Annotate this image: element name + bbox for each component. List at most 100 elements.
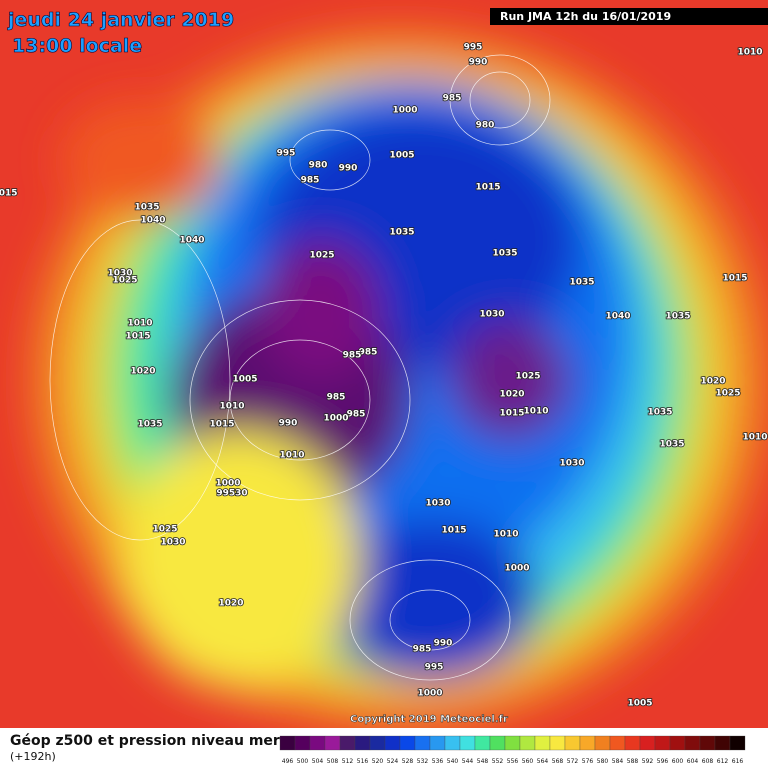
isobar-label: 1020 (499, 390, 524, 400)
colorbar-label: 576 (582, 758, 594, 765)
colorbar-swatch (324, 735, 341, 751)
colorbar-label: 584 (612, 758, 624, 765)
isobar-label: 990 (434, 639, 453, 649)
colorbar-label: 504 (312, 758, 324, 765)
isobar-label: 1010 (219, 402, 244, 412)
colorbar-label: 520 (372, 758, 384, 765)
isobar-label: 985 (343, 351, 362, 361)
isobar-label: 985 (301, 176, 320, 186)
colorbar-label: 616 (732, 758, 744, 765)
colorbar-swatch (414, 735, 431, 751)
isobar-label: 1025 (309, 251, 334, 261)
colorbar-swatch (594, 735, 611, 751)
isobar-label: 1015 (722, 274, 747, 284)
colorbar-label: 560 (522, 758, 534, 765)
isobar-label: 1025 (715, 389, 740, 399)
colorbar-label: 528 (402, 758, 414, 765)
isobar-label: 995 (464, 43, 483, 53)
isobar-label: 1035 (647, 408, 672, 418)
isobar-label: 1025 (152, 525, 177, 535)
colorbar-swatch (369, 735, 386, 751)
isobar-label: 1035 (137, 420, 162, 430)
colorbar-swatch (624, 735, 641, 751)
isobar-label: 1025 (112, 276, 137, 286)
colorbar-swatch (549, 735, 566, 751)
colorbar-label: 588 (627, 758, 639, 765)
isobar-label: 1005 (627, 699, 652, 709)
colorbar-label: 540 (447, 758, 459, 765)
colorbar-label: 604 (687, 758, 699, 765)
colorbar-swatch (339, 735, 356, 751)
isobar-label: 1020 (130, 367, 155, 377)
colorbar-swatch (714, 735, 731, 751)
isobar-label: 990 (279, 419, 298, 429)
colorbar-label: 596 (657, 758, 669, 765)
isobar-label: 1015 (475, 183, 500, 193)
colorbar-swatch (294, 735, 311, 751)
isobar-label: 1035 (569, 278, 594, 288)
colorbar-label: 580 (597, 758, 609, 765)
time-subtitle: 13:00 locale (12, 35, 142, 57)
isobar-label: 980 (476, 121, 495, 131)
colorbar-swatch (699, 735, 716, 751)
isobar-label: 1030 (425, 499, 450, 509)
colorbar-label: 496 (282, 758, 294, 765)
isobar-label: 1020 (700, 377, 725, 387)
colorbar-swatch (639, 735, 656, 751)
colorbar-label: 556 (507, 758, 519, 765)
footer-title: Géop z500 et pression niveau mer (10, 733, 280, 749)
isobar-label: 1010 (127, 319, 152, 329)
colorbar-swatch (489, 735, 506, 751)
colorbar: 496 500 504 508 512 516 520 524 528 532 536 540 544 5… (279, 735, 746, 765)
isobar-label: 1015 (209, 420, 234, 430)
isobar-label: 1035 (389, 228, 414, 238)
colorbar-swatch (579, 735, 596, 751)
colorbar-label: 548 (477, 758, 489, 765)
colorbar-label: 564 (537, 758, 549, 765)
colorbar-label: 612 (717, 758, 729, 765)
colorbar-swatch (384, 735, 401, 751)
colorbar-swatch (429, 735, 446, 751)
colorbar-label: 600 (672, 758, 684, 765)
isobar-label: 1030 (559, 459, 584, 469)
isobar-label: 1000 (392, 106, 417, 116)
colorbar-label: 608 (702, 758, 714, 765)
colorbar-swatch (684, 735, 701, 751)
isobar-label: 1010 (523, 407, 548, 417)
field (0, 0, 768, 728)
isobar-label: 1000 (323, 414, 348, 424)
isobar-label: 1030 (160, 538, 185, 548)
colorbar-swatch (519, 735, 536, 751)
isobar-label: 1000 (504, 564, 529, 574)
colorbar-label: 568 (552, 758, 564, 765)
colorbar-swatch (444, 735, 461, 751)
colorbar-label: 508 (327, 758, 339, 765)
colorbar-label: 512 (342, 758, 354, 765)
colorbar-swatch (564, 735, 581, 751)
isobar-label: 1015 (441, 526, 466, 536)
isobar-label: 985 (359, 348, 378, 358)
colorbar-label: 532 (417, 758, 429, 765)
isobar-label: 980 (309, 161, 328, 171)
isobar-label: 99530 (216, 489, 247, 499)
colorbar-swatch (399, 735, 416, 751)
isobar-label: 985 (443, 94, 462, 104)
date-title: jeudi 24 janvier 2019 (7, 9, 234, 31)
colorbar-swatch (609, 735, 626, 751)
isobar-label: 1040 (605, 312, 630, 322)
isobar-label: 1005 (389, 151, 414, 161)
footer-subtitle: (+192h) (10, 750, 56, 763)
colorbar-swatch (654, 735, 671, 751)
colorbar-swatch (669, 735, 686, 751)
colorbar-swatch (309, 735, 326, 751)
copyright: Copyright 2019 Meteociel.fr (350, 714, 508, 725)
isobar-label: 985 (327, 393, 346, 403)
isobar-label: 1035 (659, 440, 684, 450)
run-label: Run JMA 12h du 16/01/2019 (500, 10, 671, 23)
colorbar-swatch (279, 735, 296, 751)
colorbar-label: 592 (642, 758, 654, 765)
colorbar-swatch (354, 735, 371, 751)
isobar-label: 1035 (134, 203, 159, 213)
isobar-label: 1010 (742, 433, 767, 443)
